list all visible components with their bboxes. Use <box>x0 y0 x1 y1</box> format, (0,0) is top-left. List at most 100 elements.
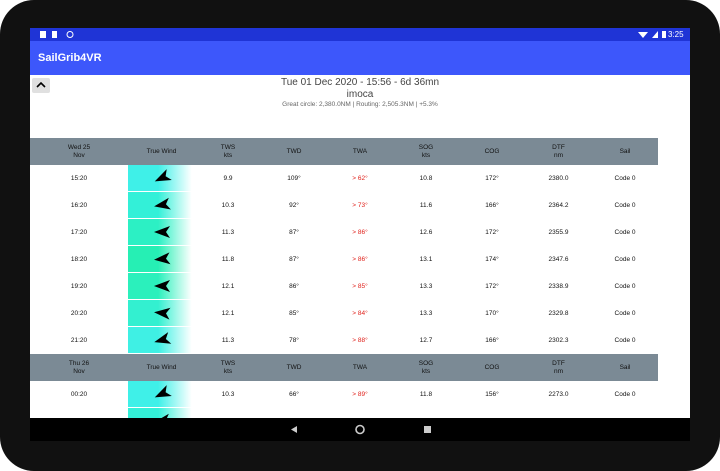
table-cell: Code 0 <box>592 408 658 419</box>
column-header: DTF nm <box>552 359 565 375</box>
collapse-button[interactable] <box>32 78 50 93</box>
wind-cell <box>128 273 195 299</box>
column-header: Thu 26 Nov <box>68 359 90 375</box>
table-cell: 66° <box>289 390 299 398</box>
routing-table: Wed 25 Nov True Wind TWS kts TWD TWA SOG kts C… <box>30 138 658 418</box>
table-cell: > 73° <box>352 201 368 209</box>
table-cell: 12.1 <box>221 282 235 290</box>
table-cell: 10.3 <box>221 390 235 398</box>
table-cell: 87° <box>289 255 299 263</box>
status-bar: 3:25 <box>30 28 690 41</box>
wind-cell <box>128 300 195 326</box>
column-header: TWD <box>286 147 302 155</box>
boat-name: imoca <box>346 89 374 100</box>
table-cell: 172° <box>485 174 499 182</box>
route-summary: Great circle: 2,380.0NM | Routing: 2,505… <box>282 101 438 108</box>
table-row: 20:20 12.1 85° > 84° 13.3 170° 2329.8 Code 0 <box>30 300 658 327</box>
table-cell: 2355.9 <box>548 228 569 236</box>
table-cell: 00:20 <box>70 390 88 398</box>
wind-arrow <box>154 307 171 320</box>
column-header: Sail <box>619 363 631 371</box>
table-row: 00:20 10.3 66° > 89° 11.8 156° 2273.0 Code 0 <box>30 381 658 408</box>
table-cell: > 62° <box>352 174 368 182</box>
table-row: 17:20 11.3 87° > 86° 12.6 172° 2355.9 Code 0 <box>30 219 658 246</box>
table-cell: 156° <box>485 390 499 398</box>
wind-cell <box>128 192 195 218</box>
column-header: TWS kts <box>220 359 236 375</box>
wind-cell <box>128 381 195 407</box>
table-cell: > 89° <box>352 390 368 398</box>
table-cell: 13.3 <box>419 282 433 290</box>
wind-arrow <box>154 385 172 398</box>
table-cell: Code 0 <box>614 309 636 317</box>
table-cell: > 88° <box>352 336 368 344</box>
table-cell: 10.8 <box>419 174 433 182</box>
table-cell: 2338.9 <box>548 282 569 290</box>
table-row: 19:20 12.1 86° > 85° 13.3 172° 2338.9 Code 0 <box>30 273 658 300</box>
content: Tue 01 Dec 2020 - 15:56 - 6d 36mn imoca … <box>30 75 690 418</box>
table-row: 15:20 9.9 109° > 62° 10.8 172° 2380.0 Code 0 <box>30 165 658 192</box>
table-cell: 12.1 <box>221 309 235 317</box>
column-header: True Wind <box>146 147 177 155</box>
app-bar: SailGrib4VR <box>30 41 690 75</box>
table-cell: 109° <box>287 174 301 182</box>
wind-arrow <box>154 280 170 292</box>
table-row: 16:20 10.3 92° > 73° 11.6 166° 2364.2 Code 0 <box>30 192 658 219</box>
screen: 3:25 SailGrib4VR Tue 01 Dec 2020 - 15:56… <box>30 28 690 441</box>
column-header: TWD <box>286 363 302 371</box>
table-cell: Code 0 <box>614 174 636 182</box>
column-header: COG <box>484 147 500 155</box>
table-cell: 12.7 <box>419 336 433 344</box>
table-cell: 9.6 <box>195 408 261 419</box>
column-header: DTF nm <box>552 143 565 159</box>
table-cell: 85° <box>289 309 299 317</box>
table-cell: 11.3 <box>221 228 235 236</box>
table-cell: 21:20 <box>70 336 88 344</box>
wind-arrow <box>154 413 171 418</box>
wind-cell <box>128 165 195 191</box>
wind-cell <box>128 327 195 353</box>
home-button[interactable] <box>355 424 365 435</box>
column-header: SOG kts <box>418 359 434 375</box>
column-header: TWS kts <box>220 143 236 159</box>
table-cell: Code 0 <box>614 255 636 263</box>
back-button[interactable] <box>291 426 297 433</box>
table-cell: >100° <box>327 408 393 419</box>
table-cell: 2380.0 <box>548 174 569 182</box>
wind-arrow <box>154 169 172 182</box>
table-cell: 2347.6 <box>548 255 569 263</box>
chevron-up <box>36 81 46 88</box>
table-cell: 12.6 <box>419 228 433 236</box>
table-row: 21:20 11.3 78° > 88° 12.7 166° 2302.3 Code 0 <box>30 327 658 354</box>
table-cell: 13.1 <box>419 255 433 263</box>
table-cell: 61° <box>261 408 327 419</box>
app-title: SailGrib4VR <box>38 52 102 64</box>
clock: 3:25 <box>668 30 684 39</box>
table-cell: 17:20 <box>70 228 88 236</box>
table-cell: 170° <box>485 309 499 317</box>
table-cell: 11.6 <box>419 201 433 209</box>
table-cell: Code 0 <box>614 201 636 209</box>
navigation-bar <box>30 418 690 441</box>
column-header: SOG kts <box>418 143 434 159</box>
wind-cell <box>128 246 195 272</box>
table-cell: 2329.8 <box>548 309 569 317</box>
recents-button[interactable] <box>424 426 431 433</box>
table-cell: 2273.0 <box>548 390 569 398</box>
table-cell: 03:20 <box>30 408 128 419</box>
table-cell: 19:20 <box>70 282 88 290</box>
wind-arrow <box>154 197 171 210</box>
table-cell: > 84° <box>352 309 368 317</box>
header-row: Thu 26 Nov True Wind TWS kts TWD TWA SOG kts C… <box>30 354 658 381</box>
table-cell: 174° <box>485 255 499 263</box>
table-cell: 11.8 <box>221 255 235 263</box>
table-cell: 166° <box>485 336 499 344</box>
table-cell: Code 0 <box>614 228 636 236</box>
table-cell: 16:20 <box>70 201 88 209</box>
table-cell: > 86° <box>352 228 368 236</box>
wind-arrow <box>154 252 171 265</box>
table-cell: 92° <box>289 201 299 209</box>
table-cell: 2302.3 <box>548 336 569 344</box>
